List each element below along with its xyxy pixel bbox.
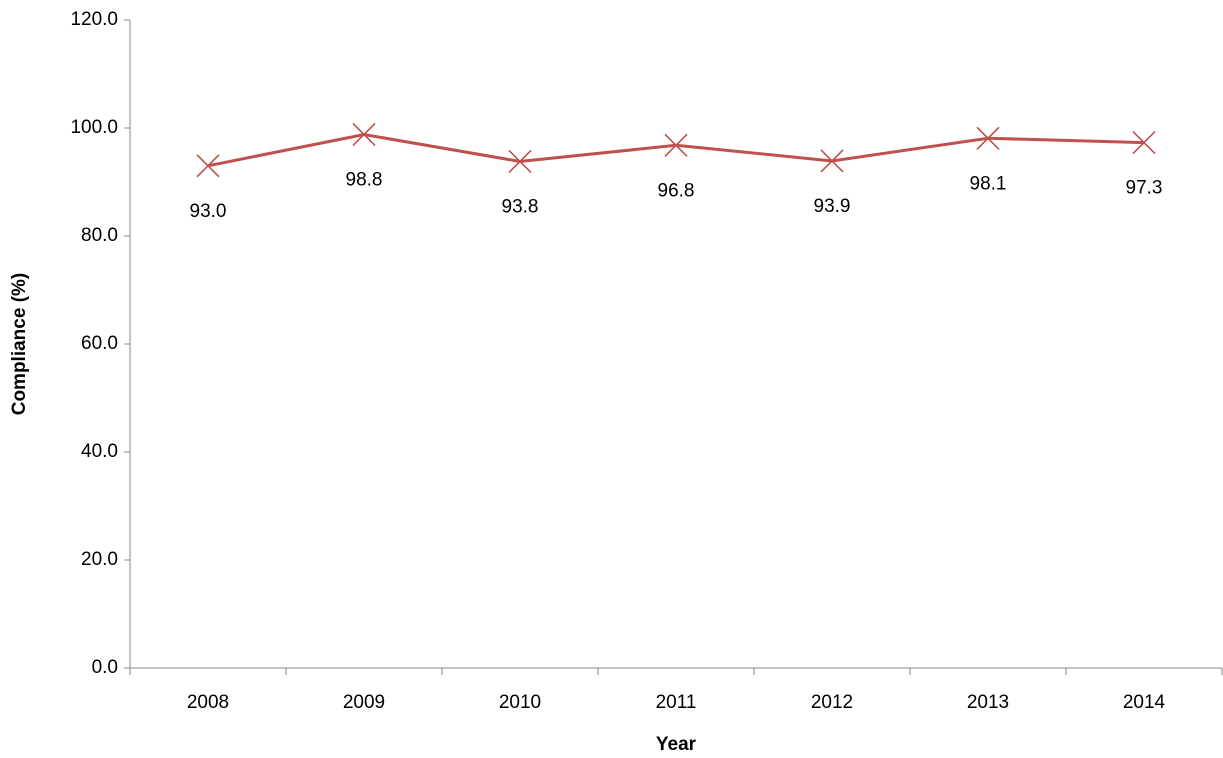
data-label: 98.1 [970, 173, 1007, 194]
x-tick-label: 2009 [343, 692, 385, 713]
y-tick-label: 60.0 [81, 333, 118, 354]
x-axis-title: Year [656, 734, 697, 755]
x-tick-label: 2008 [187, 692, 229, 713]
x-tick-label: 2011 [656, 692, 697, 713]
data-label: 97.3 [1126, 178, 1163, 199]
data-label: 93.8 [502, 196, 539, 217]
y-tick-label: 0.0 [92, 657, 118, 678]
data-label: 98.8 [346, 169, 383, 190]
x-tick-label: 2010 [499, 692, 541, 713]
y-tick-label: 80.0 [81, 225, 118, 246]
y-tick-label: 20.0 [81, 549, 118, 570]
y-tick-label: 40.0 [81, 441, 118, 462]
marker [196, 154, 220, 178]
marker [820, 149, 844, 173]
marker [976, 126, 1000, 150]
marker [1132, 131, 1156, 155]
marker [352, 122, 376, 147]
x-tick-label: 2014 [1123, 692, 1166, 713]
marker [664, 133, 688, 157]
x-tick-label: 2012 [811, 692, 853, 713]
data-label: 93.9 [814, 196, 851, 217]
x-tick-label: 2013 [967, 692, 1009, 713]
y-tick-label: 120.0 [70, 9, 118, 30]
marker [508, 149, 532, 174]
y-axis-title: Compliance (%) [9, 273, 30, 416]
data-label: 96.8 [658, 180, 695, 201]
data-label: 93.0 [190, 201, 227, 222]
line [207, 132, 1145, 168]
y-tick-label: 100.0 [70, 117, 118, 138]
